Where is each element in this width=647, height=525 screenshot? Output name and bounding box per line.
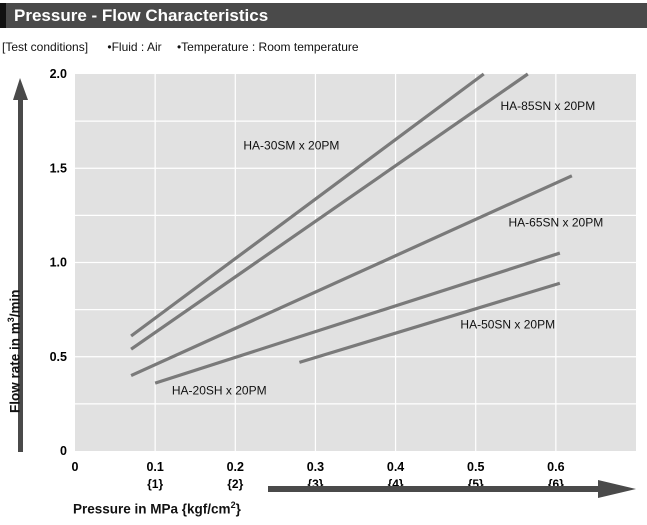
- fluid-condition: •Fluid : Air: [107, 40, 162, 54]
- y-tick-label: 1.0: [50, 256, 67, 270]
- y-axis-label: Flow rate in m3/min: [5, 289, 23, 414]
- series-line: [298, 281, 561, 364]
- temperature-condition: •Temperature : Room temperature: [176, 40, 359, 54]
- axis-ticks: 00.51.01.52.00 0.1{1}0.2{2}0.3{3}0.4{4}0.…: [50, 67, 565, 491]
- x-tick-label: 0.5: [467, 460, 484, 474]
- test-conditions: [Test conditions] •Fluid : Air •Temperat…: [2, 40, 371, 54]
- series-line: [130, 72, 485, 338]
- series-line: [154, 251, 561, 385]
- y-tick-label: 1.5: [50, 161, 67, 175]
- y-tick-label: 2.0: [50, 67, 67, 81]
- x-axis-arrow: [268, 480, 636, 498]
- series-line: [130, 72, 529, 351]
- y-axis-arrow: [13, 78, 28, 452]
- x-tick-label: 0: [72, 460, 79, 474]
- series-labels: HA-30SM x 20PM HA-85SN x 20PM HA-65SN x 20…: [172, 99, 603, 398]
- y-tick-label: 0.5: [50, 350, 67, 364]
- x-axis-label: Pressure in MPa {kgf/cm2}: [73, 500, 241, 517]
- series-label: HA-20SH x 20PM: [172, 383, 267, 397]
- x-tick-sublabel: {1}: [147, 477, 163, 491]
- x-tick-label: 0.2: [227, 460, 244, 474]
- x-tick-sublabel: {2}: [227, 477, 243, 491]
- series-line: [130, 174, 573, 378]
- series-label: HA-50SN x 20PM: [460, 317, 555, 331]
- series-label: HA-30SM x 20PM: [243, 138, 339, 152]
- x-tick-label: 0.1: [146, 460, 163, 474]
- x-tick-label: 0.4: [387, 460, 404, 474]
- series-lines: [130, 72, 573, 385]
- x-tick-label: 0.6: [547, 460, 564, 474]
- series-label: HA-85SN x 20PM: [500, 99, 595, 113]
- test-conditions-label: [Test conditions]: [2, 40, 89, 54]
- y-tick-label: 0: [60, 444, 67, 458]
- series-label: HA-65SN x 20PM: [509, 216, 604, 230]
- page-title: Pressure - Flow Characteristics: [0, 3, 647, 28]
- x-tick-label: 0.3: [307, 460, 324, 474]
